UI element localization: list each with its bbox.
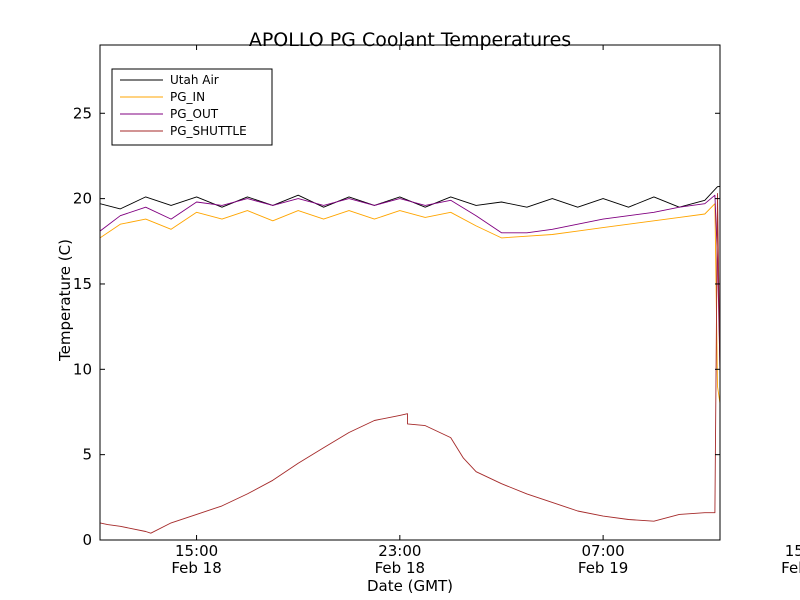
y-tick-label: 25 bbox=[73, 104, 92, 122]
series-line-pg-out bbox=[100, 194, 720, 370]
legend-label: PG_IN bbox=[170, 90, 205, 104]
y-tick-label: 20 bbox=[73, 190, 92, 208]
legend-label: PG_SHUTTLE bbox=[170, 124, 247, 138]
y-tick-label: 10 bbox=[73, 360, 92, 378]
x-tick-label-time: 07:00 bbox=[581, 542, 624, 560]
chart-lines bbox=[100, 185, 720, 534]
x-tick-label-date: Feb 18 bbox=[375, 559, 425, 577]
legend-label: PG_OUT bbox=[170, 107, 219, 121]
series-line-pg-in bbox=[100, 203, 720, 407]
y-tick-label: 15 bbox=[73, 275, 92, 293]
x-axis-label: Date (GMT) bbox=[367, 577, 453, 595]
y-tick-label: 5 bbox=[82, 446, 92, 464]
x-tick-label-date: Feb 19 bbox=[781, 559, 800, 577]
y-tick-label: 0 bbox=[82, 531, 92, 549]
series-line-pg-shuttle bbox=[100, 193, 720, 534]
legend: Utah Air PG_IN PG_OUT PG_SHUTTLE bbox=[111, 68, 273, 146]
x-tick-label-date: Feb 19 bbox=[578, 559, 628, 577]
legend-box bbox=[111, 68, 273, 146]
series-line-utah-air bbox=[100, 185, 720, 210]
x-tick-label-time: 15:00 bbox=[175, 542, 218, 560]
x-tick-label-time: 15:00 bbox=[785, 542, 800, 560]
chart-title: APOLLO PG Coolant Temperatures bbox=[249, 29, 571, 51]
plot-frame bbox=[99, 44, 721, 541]
x-tick-label-time: 23:00 bbox=[378, 542, 421, 560]
y-axis-label: Temperature (C) bbox=[56, 239, 74, 362]
x-tick-label-date: Feb 18 bbox=[171, 559, 221, 577]
legend-label: Utah Air bbox=[170, 73, 219, 87]
